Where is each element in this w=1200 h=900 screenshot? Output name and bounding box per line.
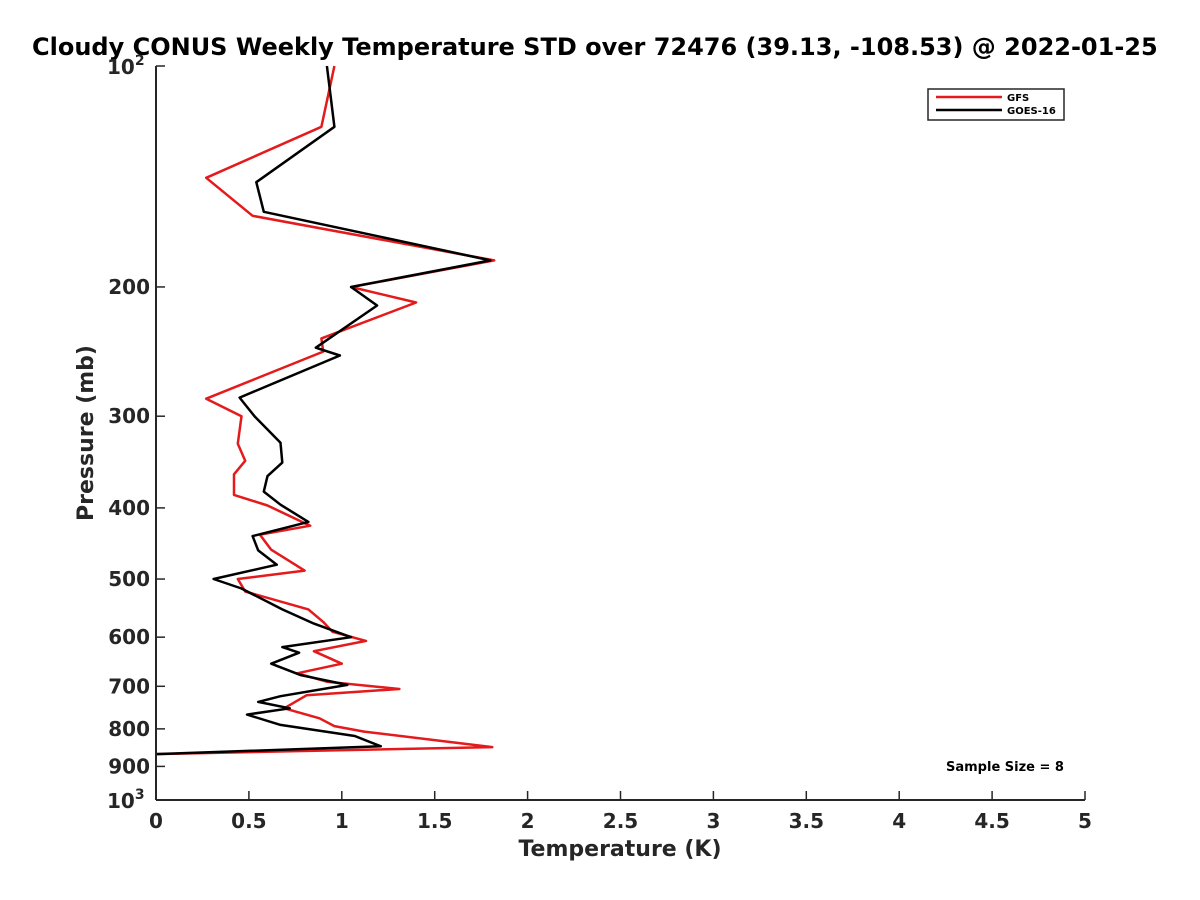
x-tick-label: 1	[335, 809, 349, 833]
y-tick-label: 800	[108, 717, 150, 741]
x-tick-label: 4	[892, 809, 906, 833]
legend-label-gfs: GFS	[1007, 93, 1029, 104]
chart-title: Cloudy CONUS Weekly Temperature STD over…	[32, 33, 1158, 61]
x-tick-label: 0.5	[231, 809, 266, 833]
y-ticks: 102 200 300 400 500 600 700 800 900 103	[107, 53, 165, 813]
sample-size-annotation: Sample Size = 8	[946, 760, 1064, 775]
legend: GFS GOES-16	[927, 88, 1065, 121]
x-tick-label: 2.5	[603, 809, 638, 833]
legend-box	[927, 88, 1065, 121]
y-tick-label: 300	[108, 404, 150, 428]
series-line-goes16	[155, 65, 492, 756]
x-tick-label: 0	[149, 809, 163, 833]
legend-label-goes16: GOES-16	[1007, 106, 1056, 117]
x-axis-label: Temperature (K)	[518, 837, 721, 862]
x-tick-label: 2	[521, 809, 535, 833]
series-layer	[155, 65, 496, 756]
y-tick-label: 900	[108, 754, 150, 778]
x-tick-label: 4.5	[974, 809, 1009, 833]
x-tick-label: 3	[706, 809, 720, 833]
series-line-gfs	[155, 65, 496, 756]
x-ticks: 0 0.5 1 1.5 2 2.5 3 3.5 4 4.5 5	[149, 791, 1092, 833]
y-tick-label: 500	[108, 567, 150, 591]
x-tick-label: 5	[1078, 809, 1092, 833]
y-axis-label: Pressure (mb)	[74, 345, 99, 521]
y-tick-label: 700	[108, 674, 150, 698]
y-tick-label: 600	[108, 625, 150, 649]
y-tick-label: 102	[107, 53, 145, 79]
y-tick-label: 400	[108, 496, 150, 520]
x-tick-label: 1.5	[417, 809, 452, 833]
x-tick-label: 3.5	[789, 809, 824, 833]
y-tick-label: 200	[108, 275, 150, 299]
y-tick-label: 103	[107, 787, 145, 813]
